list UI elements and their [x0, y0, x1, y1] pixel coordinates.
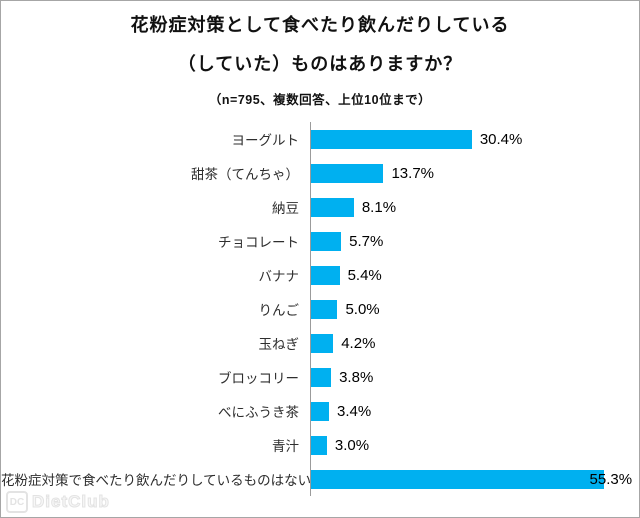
chart-row: バナナ 5.4% — [1, 258, 639, 292]
plot-area: 3.4% — [310, 394, 639, 428]
plot-area: 5.4% — [310, 258, 639, 292]
value-label: 5.4% — [347, 266, 382, 284]
value-label: 30.4% — [479, 130, 523, 148]
value-label: 5.0% — [345, 300, 380, 318]
chart-sample-note: （n=795、複数回答、上位10位まで） — [208, 93, 432, 107]
category-label: ブロッコリー — [218, 371, 299, 386]
bar — [311, 333, 334, 353]
chart-title-line2: （していた）ものはありますか？ — [177, 54, 463, 74]
plot-area: 3.0% — [310, 428, 639, 462]
bar — [311, 469, 604, 489]
chart-row: 納豆 8.1% — [1, 190, 639, 224]
dietclub-watermark: DC DietClub — [6, 491, 110, 513]
category-label: 納豆 — [272, 201, 299, 216]
dietclub-logo-icon: DC — [6, 491, 28, 513]
chart-title-line1: 花粉症対策として食べたり飲んだりしている — [130, 15, 510, 35]
bar — [311, 163, 384, 183]
plot-area: 4.2% — [310, 326, 639, 360]
value-label: 3.8% — [339, 368, 374, 386]
chart-row: べにふうき茶 3.4% — [1, 394, 639, 428]
category-label: ヨーグルト — [231, 133, 300, 148]
bar — [311, 265, 340, 285]
chart-header: 花粉症対策として食べたり飲んだりしている （していた）ものはありますか？ （n=… — [1, 1, 639, 108]
bar — [311, 231, 342, 251]
bar — [311, 197, 354, 217]
chart-row: 花粉症対策で食べたり飲んだりしているものはない 55.3% — [1, 462, 639, 496]
category-label: 花粉症対策で食べたり飲んだりしているものはない — [1, 473, 312, 488]
chart-row: 玉ねぎ 4.2% — [1, 326, 639, 360]
category-label: べにふうき茶 — [218, 405, 299, 420]
dietclub-logo-text: DietClub — [32, 492, 110, 512]
value-label: 55.3% — [589, 470, 633, 488]
chart-row: チョコレート 5.7% — [1, 224, 639, 258]
bar-chart: ヨーグルト 30.4% 甜茶（てんちゃ） 13.7% 納豆 8.1% チョコレー… — [1, 122, 639, 496]
value-label: 4.2% — [341, 334, 376, 352]
category-label: 玉ねぎ — [258, 337, 300, 352]
bar — [311, 401, 329, 421]
value-label: 8.1% — [361, 198, 397, 216]
plot-area: 3.8% — [310, 360, 639, 394]
bar — [311, 129, 472, 149]
chart-row: りんご 5.0% — [1, 292, 639, 326]
value-label: 13.7% — [391, 164, 435, 182]
plot-area: 30.4% — [310, 122, 639, 156]
chart-row: ブロッコリー 3.8% — [1, 360, 639, 394]
plot-area: 5.0% — [310, 292, 639, 326]
value-label: 3.4% — [336, 402, 372, 420]
value-label: 5.7% — [349, 232, 384, 250]
plot-area: 8.1% — [310, 190, 639, 224]
category-label: チョコレート — [218, 235, 299, 250]
plot-area: 5.7% — [310, 224, 639, 258]
bar — [311, 367, 332, 387]
chart-row: 甜茶（てんちゃ） 13.7% — [1, 156, 639, 190]
category-label: バナナ — [258, 269, 300, 284]
bar — [311, 299, 338, 319]
value-label: 3.0% — [334, 436, 370, 454]
chart-row: ヨーグルト 30.4% — [1, 122, 639, 156]
category-label: 甜茶（てんちゃ） — [191, 167, 299, 182]
category-label: 青汁 — [272, 439, 299, 454]
plot-area: 13.7% — [310, 156, 639, 190]
bar — [311, 435, 327, 455]
plot-area: 55.3% — [310, 462, 639, 496]
category-label: りんご — [258, 303, 300, 318]
chart-row: 青汁 3.0% — [1, 428, 639, 462]
